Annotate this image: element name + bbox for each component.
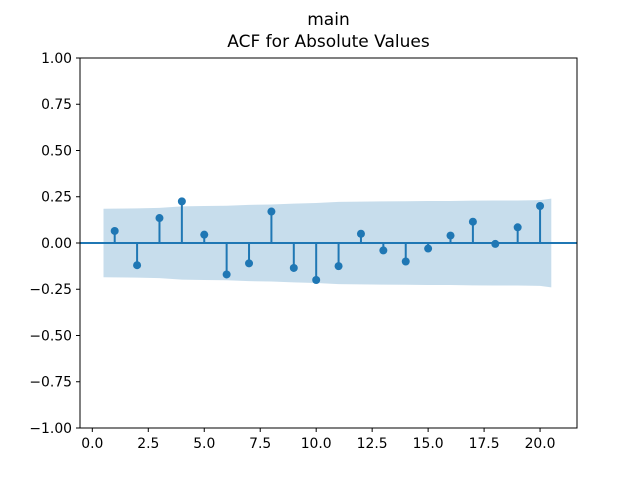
marker-lag-5 [200,230,209,239]
chart-title-line2: ACF for Absolute Values [227,31,430,52]
x-tick-label: 2.5 [137,436,159,452]
y-tick-label: 1.00 [41,51,72,67]
marker-lag-9 [289,263,298,272]
y-tick-label: −0.25 [29,282,72,298]
y-tick-label: −0.50 [29,328,72,344]
marker-lag-11 [334,262,343,271]
marker-lag-8 [267,207,276,216]
x-tick-label: 20.0 [525,436,556,452]
y-tick-label: 0.00 [41,236,72,252]
chart-title: main ACF for Absolute Values [80,10,577,53]
marker-lag-3 [155,214,164,223]
x-tick-label: 15.0 [413,436,444,452]
marker-lag-17 [468,217,477,226]
marker-lag-4 [177,197,186,206]
marker-lag-15 [424,244,433,253]
y-tick-label: 0.25 [41,190,72,206]
x-tick-label: 12.5 [357,436,388,452]
marker-lag-6 [222,270,231,279]
marker-lag-7 [245,259,254,268]
marker-lag-14 [401,257,410,266]
marker-lag-13 [379,246,388,255]
x-tick-label: 17.5 [469,436,500,452]
marker-lag-2 [133,261,142,270]
y-tick-label: −1.00 [29,421,72,437]
marker-lag-1 [110,226,119,235]
marker-lag-20 [536,202,545,210]
x-tick-label: 0.0 [81,436,103,452]
marker-lag-10 [312,276,321,284]
x-tick-label: 5.0 [193,436,215,452]
marker-lag-16 [446,231,455,240]
chart-title-line1: main [307,10,350,30]
y-tick-label: 0.50 [41,143,72,159]
x-tick-label: 10.0 [301,436,332,452]
marker-lag-12 [356,229,365,238]
y-tick-label: 0.75 [41,97,72,113]
y-tick-label: −0.75 [29,375,72,391]
marker-lag-18 [491,239,500,248]
marker-lag-19 [513,223,522,232]
x-tick-label: 7.5 [249,436,271,452]
